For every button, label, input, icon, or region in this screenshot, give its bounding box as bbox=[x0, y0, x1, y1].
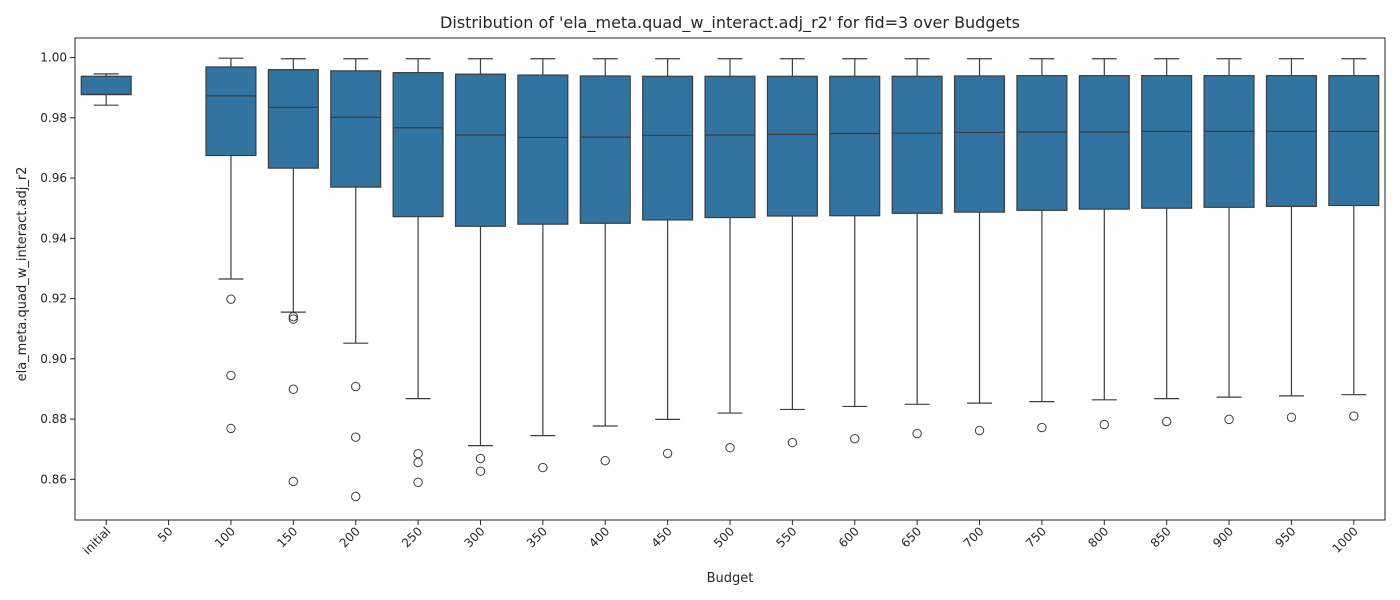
y-tick-label: 0.96 bbox=[40, 171, 67, 185]
outlier-point bbox=[475, 466, 486, 476]
box-550 bbox=[766, 75, 818, 217]
outlier-point bbox=[662, 448, 673, 459]
x-tick-label: 1000 bbox=[1329, 524, 1360, 555]
outlier-point bbox=[413, 477, 423, 488]
box-900 bbox=[1203, 75, 1255, 208]
box-200 bbox=[330, 70, 382, 188]
x-tick-label: 800 bbox=[1085, 524, 1111, 550]
x-tick-label: 650 bbox=[898, 524, 924, 550]
outlier-point bbox=[351, 432, 361, 442]
x-axis-label: Budget bbox=[707, 571, 754, 586]
outlier-point bbox=[413, 449, 423, 459]
x-tick-label: 150 bbox=[274, 524, 300, 550]
outlier-point bbox=[974, 425, 985, 436]
y-tick-label: 0.86 bbox=[40, 472, 67, 486]
x-tick-label: 600 bbox=[836, 524, 862, 550]
box-950 bbox=[1265, 75, 1317, 207]
box-350 bbox=[517, 74, 569, 225]
box-800 bbox=[1078, 75, 1130, 210]
box-450 bbox=[642, 75, 694, 221]
y-tick-label: 0.88 bbox=[40, 412, 67, 426]
box-650 bbox=[891, 75, 943, 214]
x-tick-label: initial bbox=[80, 524, 113, 557]
box-500 bbox=[704, 75, 756, 219]
outlier-point bbox=[912, 428, 922, 439]
outlier-point bbox=[226, 294, 236, 304]
x-tick-label: 850 bbox=[1148, 524, 1174, 550]
outlier-point bbox=[288, 314, 299, 324]
outlier-point bbox=[288, 476, 299, 487]
outlier-point bbox=[600, 455, 610, 466]
x-tick-label: 350 bbox=[524, 524, 550, 550]
outlier-point bbox=[538, 462, 548, 473]
x-tick-label: 500 bbox=[711, 524, 737, 550]
outlier-point bbox=[850, 433, 860, 444]
y-tick-label: 0.94 bbox=[40, 231, 67, 245]
y-tick-label: 1.00 bbox=[40, 51, 67, 65]
chart-title: Distribution of 'ela_meta.quad_w_interac… bbox=[440, 13, 1020, 33]
outlier-point bbox=[475, 453, 486, 464]
outlier-point bbox=[1037, 422, 1047, 433]
outlier-point bbox=[288, 384, 299, 394]
outlier-point bbox=[1349, 411, 1359, 421]
outlier-point bbox=[351, 491, 361, 502]
x-tick-label: 250 bbox=[399, 524, 425, 550]
outlier-point bbox=[1099, 419, 1109, 430]
x-tick-label: 300 bbox=[462, 524, 488, 550]
outlier-point bbox=[725, 443, 735, 453]
outlier-point bbox=[1286, 412, 1297, 422]
x-tick-label: 750 bbox=[1023, 524, 1049, 550]
outlier-point bbox=[413, 457, 423, 468]
x-tick-label: 100 bbox=[212, 524, 238, 550]
box-100 bbox=[205, 66, 257, 157]
x-tick-label: 900 bbox=[1210, 524, 1236, 550]
outlier-point bbox=[288, 311, 299, 322]
outlier-point bbox=[351, 381, 361, 392]
box-150 bbox=[267, 69, 319, 169]
box-300 bbox=[454, 73, 507, 227]
y-tick-label: 0.92 bbox=[40, 292, 67, 306]
y-tick-label: 0.90 bbox=[40, 352, 67, 366]
x-tick-label: 50 bbox=[155, 524, 176, 545]
y-axis-label: ela_meta.quad_w_interact.adj_r2 bbox=[15, 167, 30, 382]
outlier-point bbox=[1224, 414, 1234, 425]
x-tick-label: 950 bbox=[1272, 524, 1298, 550]
box-850 bbox=[1141, 75, 1193, 209]
outlier-point bbox=[1161, 416, 1172, 427]
box-250 bbox=[392, 72, 444, 218]
outlier-point bbox=[787, 437, 798, 448]
outlier-point bbox=[226, 423, 236, 434]
box-750 bbox=[1016, 75, 1068, 211]
x-tick-label: 450 bbox=[649, 524, 675, 550]
x-tick-label: 550 bbox=[773, 524, 799, 550]
outlier-point bbox=[226, 370, 236, 381]
plot-area: 0.86 0.88 0.90 0.92 0.94 0.96 0.98 1.00 initial 5… bbox=[40, 37, 1386, 557]
box-1000 bbox=[1328, 75, 1380, 207]
box-400 bbox=[579, 75, 631, 224]
x-tick-label: 200 bbox=[337, 524, 363, 550]
x-tick-label: 700 bbox=[961, 524, 987, 550]
box-600 bbox=[829, 75, 881, 217]
box-700 bbox=[953, 75, 1006, 213]
axes-frame bbox=[74, 37, 1386, 521]
y-tick-label: 0.98 bbox=[40, 111, 67, 125]
x-tick-label: 400 bbox=[586, 524, 612, 550]
box-initial bbox=[80, 75, 132, 96]
